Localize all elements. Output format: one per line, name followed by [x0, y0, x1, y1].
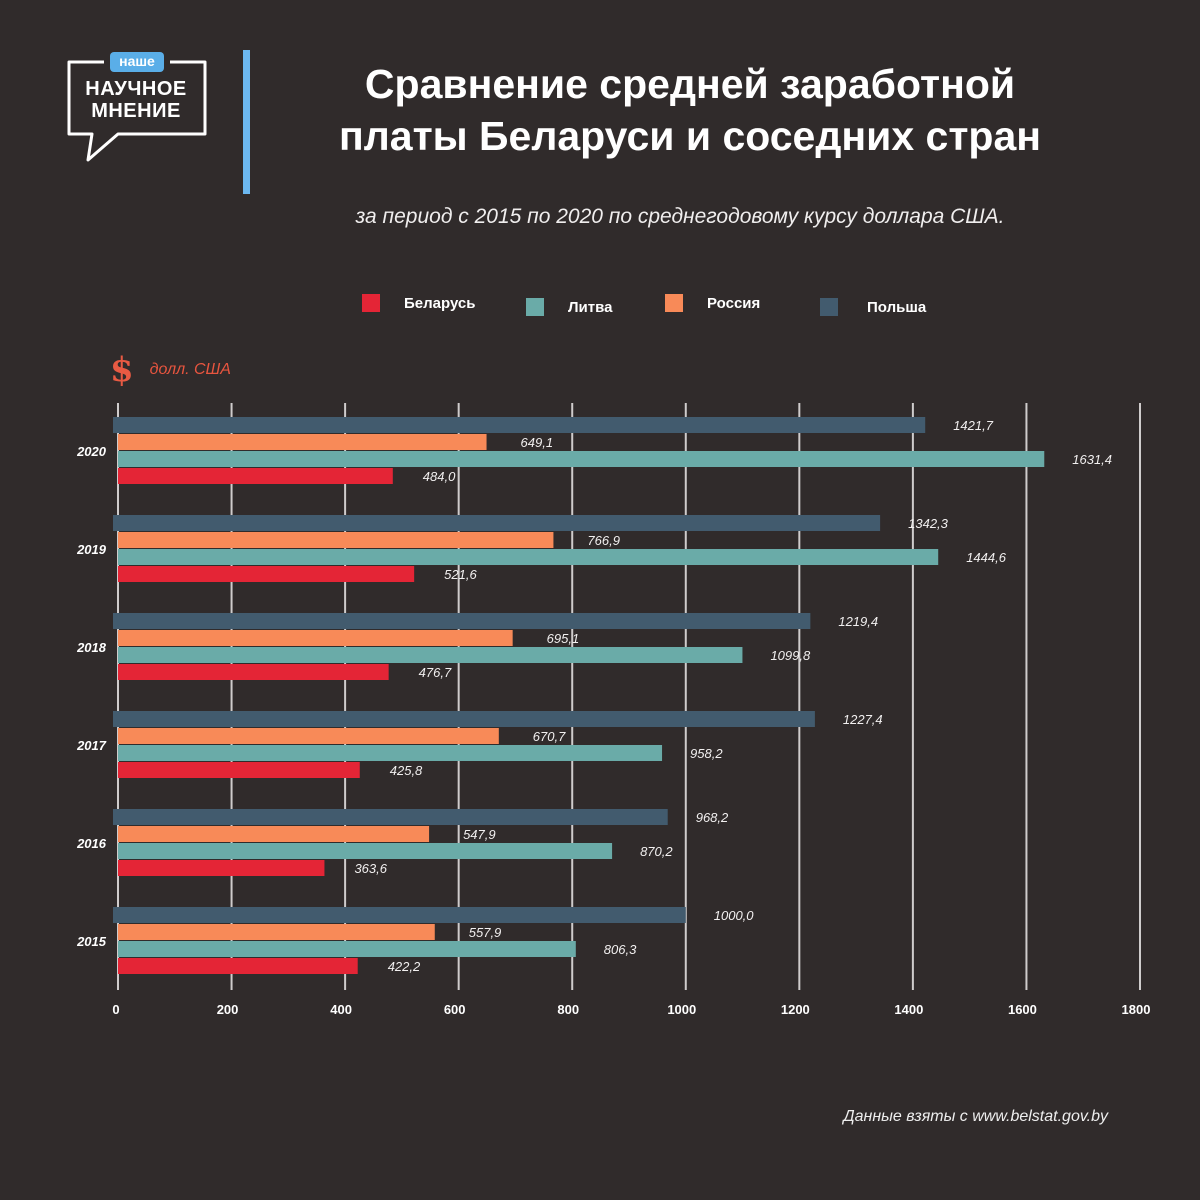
y-tick-label: 2015	[76, 934, 107, 949]
logo-line1: НАУЧНОЕ	[85, 78, 187, 100]
legend: Беларусь Литва Россия Польша	[0, 294, 1200, 324]
bar-Россия-2019	[118, 532, 554, 548]
logo-badge: наше	[110, 52, 164, 72]
chart-title: Сравнение средней заработной платы Белар…	[270, 58, 1110, 162]
data-label: 695,1	[547, 631, 580, 646]
bar-Польша-2017	[113, 711, 815, 727]
x-tick-label: 400	[330, 1002, 352, 1017]
dollar-icon: $	[110, 350, 134, 390]
x-tick-label: 1200	[781, 1002, 810, 1017]
data-label: 521,6	[444, 567, 477, 582]
data-label: 1444,6	[966, 550, 1007, 565]
bar-Беларусь-2015	[118, 958, 358, 974]
data-label: 766,9	[587, 533, 620, 548]
logo: наше НАУЧНОЕ МНЕНИЕ	[66, 52, 208, 164]
data-label: 1000,0	[714, 908, 755, 923]
bar-Россия-2018	[118, 630, 513, 646]
data-label: 968,2	[696, 810, 729, 825]
legend-item-poland: Польша	[820, 298, 926, 316]
bar-chart: 1421,7 649,1 1631,4 484,0 2020 1342,3 766,9 144…	[76, 403, 1151, 1017]
bar-Россия-2020	[118, 434, 487, 450]
bar-Беларусь-2016	[118, 860, 325, 876]
y-tick-label: 2017	[76, 738, 107, 753]
legend-swatch	[526, 298, 544, 316]
data-label: 422,2	[388, 959, 421, 974]
data-label: 870,2	[640, 844, 673, 859]
y-tick-label: 2020	[76, 444, 107, 459]
x-tick-label: 1400	[894, 1002, 923, 1017]
title-line2: платы Беларуси и соседних стран	[338, 113, 1042, 159]
data-label: 425,8	[390, 763, 423, 778]
title-divider	[243, 50, 250, 194]
logo-line2: МНЕНИЕ	[91, 100, 181, 122]
legend-label: Беларусь	[404, 294, 476, 312]
source-note: Данные взяты с www.belstat.gov.by	[843, 1108, 1108, 1125]
x-tick-label: 1800	[1122, 1002, 1151, 1017]
x-tick-label: 1600	[1008, 1002, 1037, 1017]
bar-Польша-2019	[113, 515, 881, 531]
y-tick-label: 2016	[76, 836, 107, 851]
x-tick-label: 600	[444, 1002, 466, 1017]
bar-Литва-2015	[118, 941, 576, 957]
data-label: 1099,8	[770, 648, 811, 663]
legend-swatch	[665, 294, 683, 312]
data-label: 1219,4	[838, 614, 878, 629]
data-label: 1227,4	[843, 712, 883, 727]
data-label: 670,7	[533, 729, 566, 744]
bar-Россия-2016	[118, 826, 430, 842]
legend-item-lithuania: Литва	[526, 298, 612, 316]
data-label: 476,7	[419, 665, 452, 680]
legend-swatch	[362, 294, 380, 312]
data-label: 363,6	[354, 861, 387, 876]
data-label: 557,9	[469, 925, 502, 940]
data-label: 484,0	[423, 469, 456, 484]
legend-item-russia: Россия	[665, 294, 760, 312]
bar-Литва-2019	[118, 549, 939, 565]
title-line1: Сравнение средней заработной	[364, 61, 1016, 107]
legend-swatch	[820, 298, 838, 316]
bar-Литва-2020	[118, 451, 1045, 467]
data-label: 1421,7	[953, 418, 994, 433]
bar-Беларусь-2020	[118, 468, 393, 484]
bar-Россия-2015	[118, 924, 435, 940]
legend-label: Польша	[867, 298, 927, 316]
unit-label-group: $ долл. США	[110, 350, 231, 390]
speech-bubble-icon	[67, 60, 207, 162]
data-label: 547,9	[463, 827, 496, 842]
data-label: 958,2	[690, 746, 723, 761]
y-tick-label: 2019	[76, 542, 107, 557]
legend-label: Литва	[568, 298, 613, 316]
data-label: 1342,3	[908, 516, 949, 531]
bar-Литва-2017	[118, 745, 663, 761]
x-tick-label: 200	[217, 1002, 239, 1017]
legend-item-belarus: Беларусь	[362, 294, 476, 312]
bar-Польша-2018	[113, 613, 811, 629]
legend-label: Россия	[707, 294, 761, 312]
unit-label: долл. США	[149, 361, 231, 378]
bar-Польша-2015	[113, 907, 686, 923]
y-tick-label: 2018	[76, 640, 107, 655]
bar-Польша-2016	[113, 809, 668, 825]
bar-Литва-2018	[118, 647, 743, 663]
bar-Беларусь-2018	[118, 664, 389, 680]
chart-subtitle: за период с 2015 по 2020 по среднегодово…	[355, 205, 1005, 228]
bar-Россия-2017	[118, 728, 499, 744]
x-tick-label: 0	[112, 1002, 119, 1017]
x-tick-label: 1000	[667, 1002, 696, 1017]
bar-Литва-2016	[118, 843, 613, 859]
bar-Беларусь-2019	[118, 566, 415, 582]
data-label: 1631,4	[1072, 452, 1112, 467]
bar-Беларусь-2017	[118, 762, 360, 778]
x-tick-label: 800	[557, 1002, 579, 1017]
data-label: 649,1	[521, 435, 554, 450]
data-label: 806,3	[604, 942, 637, 957]
bar-Польша-2020	[113, 417, 926, 433]
